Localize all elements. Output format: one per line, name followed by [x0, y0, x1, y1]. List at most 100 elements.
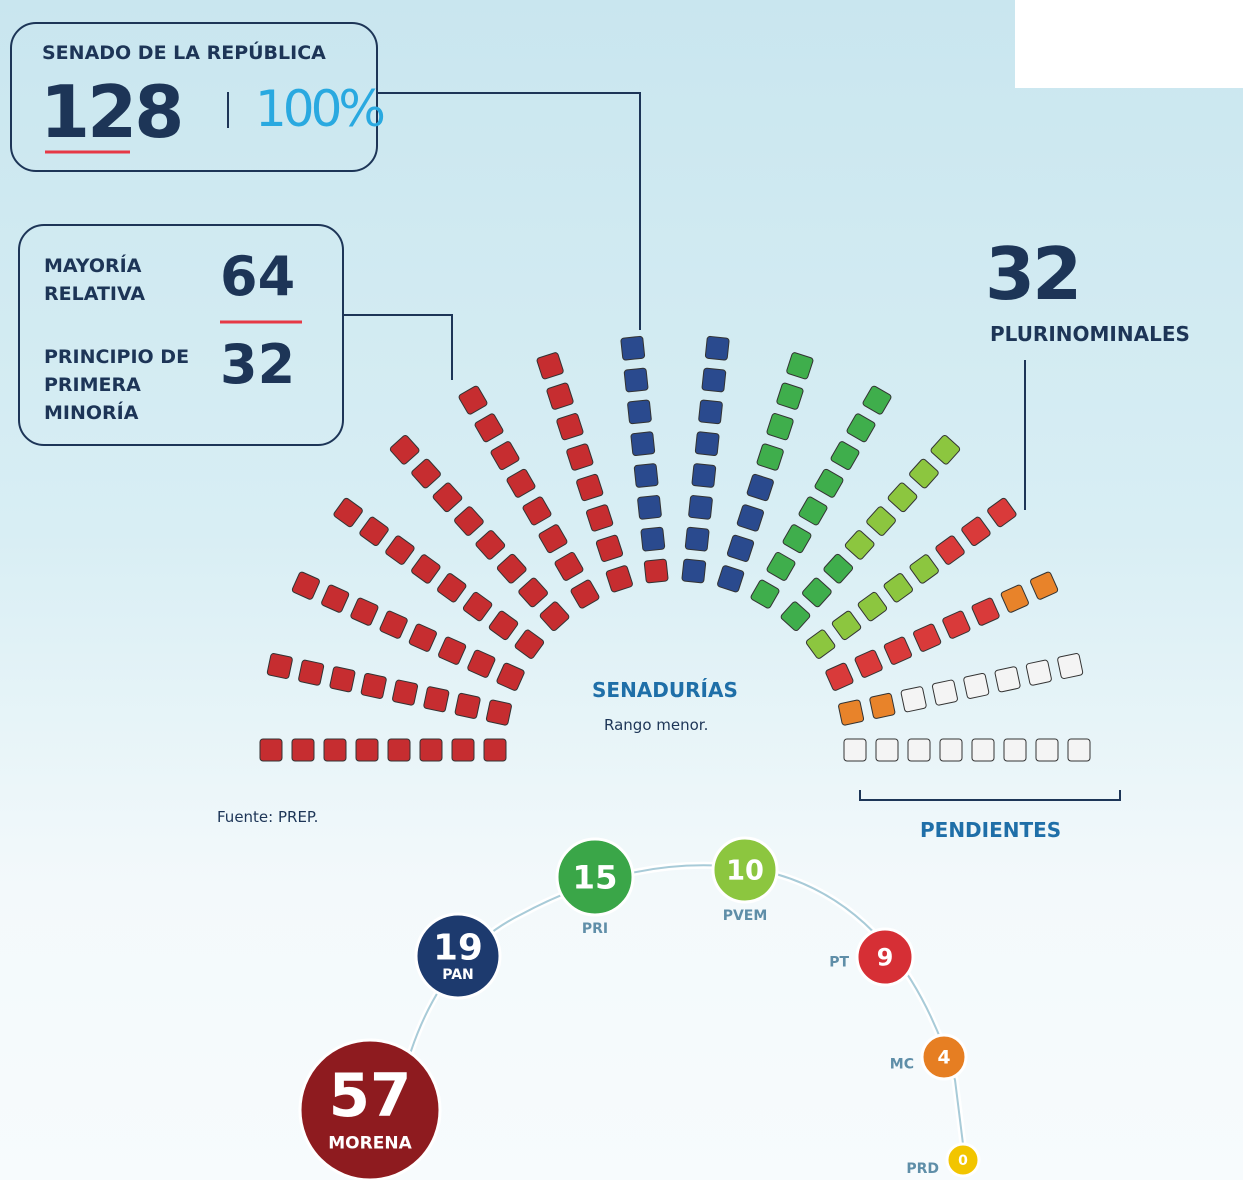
seat: [566, 443, 594, 471]
seat: [786, 352, 814, 380]
seat: [392, 680, 418, 706]
seat: [496, 553, 527, 584]
seat: [556, 413, 584, 441]
party-name: PRD: [906, 1161, 939, 1177]
seat: [766, 413, 794, 441]
seat: [846, 413, 876, 443]
seat: [539, 601, 570, 632]
pending-seat: [876, 739, 898, 761]
seat: [596, 535, 624, 563]
seat: [883, 572, 914, 603]
pending-seat: [901, 686, 927, 712]
seat: [621, 336, 645, 360]
party-seats: 4: [937, 1048, 950, 1069]
seat: [329, 666, 355, 692]
seat: [909, 554, 940, 585]
seat: [292, 739, 314, 761]
party-name: PVEM: [723, 908, 768, 924]
seat: [546, 382, 574, 410]
seat: [857, 591, 888, 622]
seat: [688, 495, 712, 519]
seat: [1000, 584, 1029, 613]
seat: [750, 579, 780, 609]
seat: [379, 610, 408, 639]
seat: [685, 527, 709, 551]
pending-seat: [963, 673, 989, 699]
seat: [641, 527, 665, 551]
total: 128: [40, 70, 181, 154]
seat: [866, 506, 897, 537]
seat: [496, 662, 525, 691]
seat: [420, 739, 442, 761]
seat: [490, 441, 520, 471]
seat: [432, 482, 463, 513]
seat: [854, 649, 883, 678]
pending-seat: [908, 739, 930, 761]
party-name: PT: [829, 955, 849, 971]
seat: [538, 524, 568, 554]
seat: [727, 535, 755, 563]
seats-subtitle: Rango menor.: [604, 716, 708, 734]
pending-seat: [1026, 660, 1052, 686]
seat: [624, 368, 648, 392]
seat: [388, 739, 410, 761]
seat: [333, 497, 364, 528]
seat: [385, 535, 416, 566]
seat: [644, 559, 668, 583]
seats-title: SENADURÍAS: [592, 678, 738, 702]
pending-seat: [1004, 739, 1026, 761]
plurinominales-value: 32: [985, 232, 1079, 316]
seat: [862, 385, 892, 415]
seat: [692, 463, 716, 487]
seat: [908, 458, 939, 489]
plurinominales-label: PLURINOMINALES: [990, 322, 1190, 346]
seat: [838, 700, 864, 726]
pending-seat: [844, 739, 866, 761]
percent: 100%: [255, 80, 382, 138]
seat: [576, 474, 604, 502]
party-seats: 19: [433, 928, 483, 969]
seat: [321, 584, 350, 613]
seat: [1030, 571, 1059, 600]
seat: [606, 565, 634, 593]
seat: [410, 554, 441, 585]
seat: [961, 516, 992, 547]
connector: [378, 93, 640, 330]
seat: [486, 700, 512, 726]
seat: [350, 597, 379, 626]
bracket: [860, 790, 1120, 800]
seat: [756, 443, 784, 471]
seat: [823, 553, 854, 584]
seat: [942, 610, 971, 639]
party-name: MC: [890, 1056, 914, 1072]
seat: [814, 468, 844, 498]
pending-label: PENDIENTES: [920, 818, 1061, 842]
seat: [536, 352, 564, 380]
seat: [488, 610, 519, 641]
seat: [359, 516, 390, 547]
seat: [356, 739, 378, 761]
arc: [400, 865, 965, 1160]
pending-seat: [995, 666, 1021, 692]
seat: [805, 629, 836, 660]
connector: [342, 315, 452, 380]
seat: [458, 385, 488, 415]
seat: [798, 496, 828, 526]
seat: [634, 463, 658, 487]
source: Fuente: PREP.: [217, 808, 318, 826]
seat: [746, 474, 774, 502]
pending-seat: [940, 739, 962, 761]
seat: [844, 529, 875, 560]
seat: [883, 636, 912, 665]
seat: [702, 368, 726, 392]
seat: [467, 649, 496, 678]
seat: [453, 506, 484, 537]
seat: [831, 610, 862, 641]
graphics: 57MORENA19PAN15PRI10PVEM9PT4MC0PRD: [0, 0, 1243, 1180]
seat: [260, 739, 282, 761]
party-seats: 0: [958, 1153, 968, 1169]
seat: [586, 504, 614, 532]
seat: [913, 623, 942, 652]
breakdown-value: 64: [220, 245, 295, 308]
